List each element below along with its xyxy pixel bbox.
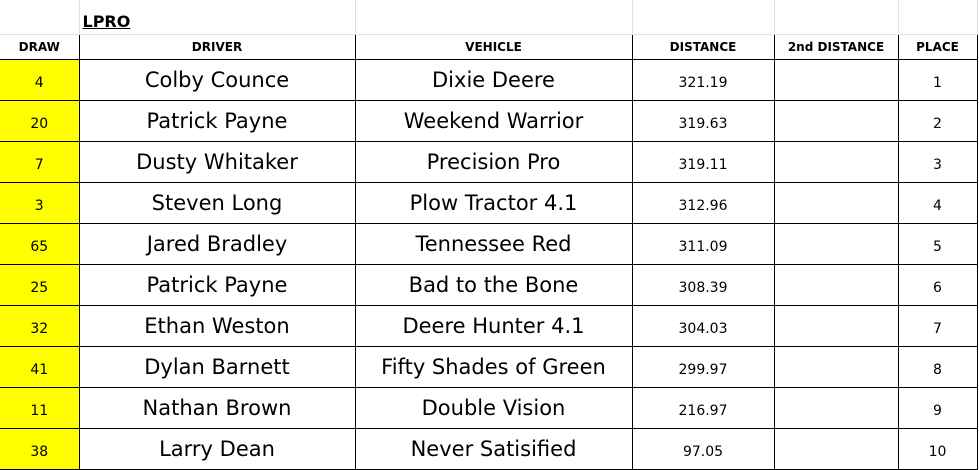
cell[interactable]	[0, 0, 80, 35]
table-row: 32 Ethan Weston Deere Hunter 4.1 304.03 7	[0, 305, 978, 347]
draw-cell[interactable]: 20	[0, 100, 80, 142]
vehicle-cell[interactable]: Tennessee Red	[354, 223, 633, 265]
vehicle-cell[interactable]: Plow Tractor 4.1	[354, 182, 633, 224]
draw-cell[interactable]: 25	[0, 264, 80, 306]
sheet-title[interactable]: LPRO	[78, 0, 356, 35]
distance-cell[interactable]: 311.09	[631, 223, 775, 265]
second-distance-cell[interactable]	[773, 346, 899, 388]
vehicle-cell[interactable]: Precision Pro	[354, 141, 633, 183]
distance-cell[interactable]: 312.96	[631, 182, 775, 224]
place-cell[interactable]: 10	[897, 428, 978, 470]
second-distance-cell[interactable]	[773, 100, 899, 142]
header-2nd-distance[interactable]: 2nd DISTANCE	[773, 34, 899, 60]
draw-cell[interactable]: 32	[0, 305, 80, 347]
place-cell[interactable]: 4	[897, 182, 978, 224]
header-vehicle[interactable]: VEHICLE	[354, 34, 633, 60]
title-row: LPRO	[0, 0, 978, 35]
place-cell[interactable]: 5	[897, 223, 978, 265]
place-cell[interactable]: 1	[897, 59, 978, 101]
distance-cell[interactable]: 321.19	[631, 59, 775, 101]
table-row: 20 Patrick Payne Weekend Warrior 319.63 2	[0, 100, 978, 142]
place-cell[interactable]: 6	[897, 264, 978, 306]
driver-cell[interactable]: Patrick Payne	[78, 100, 356, 142]
distance-cell[interactable]: 216.97	[631, 387, 775, 429]
place-cell[interactable]: 9	[897, 387, 978, 429]
draw-cell[interactable]: 38	[0, 428, 80, 470]
distance-cell[interactable]: 304.03	[631, 305, 775, 347]
vehicle-cell[interactable]: Deere Hunter 4.1	[354, 305, 633, 347]
distance-cell[interactable]: 97.05	[631, 428, 775, 470]
place-cell[interactable]: 7	[897, 305, 978, 347]
driver-cell[interactable]: Larry Dean	[78, 428, 356, 470]
driver-cell[interactable]: Dusty Whitaker	[78, 141, 356, 183]
driver-cell[interactable]: Colby Counce	[78, 59, 356, 101]
header-distance[interactable]: DISTANCE	[631, 34, 775, 60]
draw-cell[interactable]: 11	[0, 387, 80, 429]
second-distance-cell[interactable]	[773, 223, 899, 265]
table-row: 3 Steven Long Plow Tractor 4.1 312.96 4	[0, 182, 978, 224]
second-distance-cell[interactable]	[773, 182, 899, 224]
driver-cell[interactable]: Patrick Payne	[78, 264, 356, 306]
driver-cell[interactable]: Dylan Barnett	[78, 346, 356, 388]
second-distance-cell[interactable]	[773, 428, 899, 470]
vehicle-cell[interactable]: Double Vision	[354, 387, 633, 429]
draw-cell[interactable]: 41	[0, 346, 80, 388]
second-distance-cell[interactable]	[773, 264, 899, 306]
header-driver[interactable]: DRIVER	[78, 34, 356, 60]
driver-cell[interactable]: Nathan Brown	[78, 387, 356, 429]
draw-cell[interactable]: 7	[0, 141, 80, 183]
distance-cell[interactable]: 319.11	[631, 141, 775, 183]
header-row: DRAW DRIVER VEHICLE DISTANCE 2nd DISTANC…	[0, 34, 978, 60]
second-distance-cell[interactable]	[773, 59, 899, 101]
table-row: 65 Jared Bradley Tennessee Red 311.09 5	[0, 223, 978, 265]
second-distance-cell[interactable]	[773, 305, 899, 347]
table-row: 38 Larry Dean Never Satisified 97.05 10	[0, 428, 978, 470]
vehicle-cell[interactable]: Dixie Deere	[354, 59, 633, 101]
draw-cell[interactable]: 4	[0, 59, 80, 101]
table-row: 7 Dusty Whitaker Precision Pro 319.11 3	[0, 141, 978, 183]
cell[interactable]	[897, 0, 978, 35]
table-row: 4 Colby Counce Dixie Deere 321.19 1	[0, 59, 978, 101]
table-row: 11 Nathan Brown Double Vision 216.97 9	[0, 387, 978, 429]
cell[interactable]	[773, 0, 899, 35]
vehicle-cell[interactable]: Weekend Warrior	[354, 100, 633, 142]
second-distance-cell[interactable]	[773, 141, 899, 183]
header-place[interactable]: PLACE	[897, 34, 978, 60]
distance-cell[interactable]: 308.39	[631, 264, 775, 306]
driver-cell[interactable]: Jared Bradley	[78, 223, 356, 265]
table-row: 41 Dylan Barnett Fifty Shades of Green 299.…	[0, 346, 978, 388]
table-row: 25 Patrick Payne Bad to the Bone 308.39 6	[0, 264, 978, 306]
draw-cell[interactable]: 3	[0, 182, 80, 224]
place-cell[interactable]: 3	[897, 141, 978, 183]
cell[interactable]	[354, 0, 633, 35]
header-draw[interactable]: DRAW	[0, 34, 80, 60]
vehicle-cell[interactable]: Never Satisified	[354, 428, 633, 470]
draw-cell[interactable]: 65	[0, 223, 80, 265]
distance-cell[interactable]: 299.97	[631, 346, 775, 388]
vehicle-cell[interactable]: Fifty Shades of Green	[354, 346, 633, 388]
place-cell[interactable]: 2	[897, 100, 978, 142]
driver-cell[interactable]: Steven Long	[78, 182, 356, 224]
second-distance-cell[interactable]	[773, 387, 899, 429]
vehicle-cell[interactable]: Bad to the Bone	[354, 264, 633, 306]
distance-cell[interactable]: 319.63	[631, 100, 775, 142]
cell[interactable]	[631, 0, 775, 35]
place-cell[interactable]: 8	[897, 346, 978, 388]
driver-cell[interactable]: Ethan Weston	[78, 305, 356, 347]
